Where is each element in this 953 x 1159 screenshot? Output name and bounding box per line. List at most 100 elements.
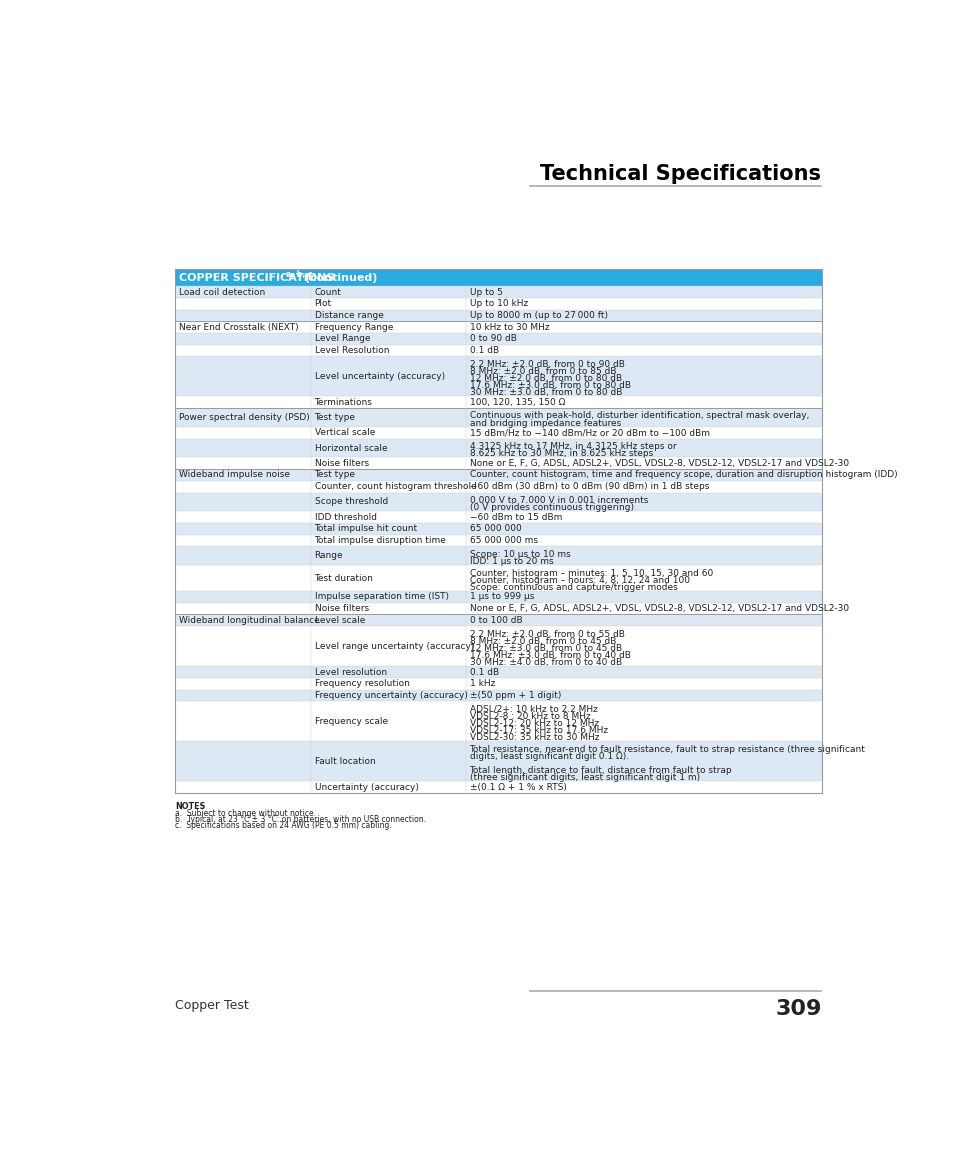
Text: 4.3125 kHz to 17 MHz, in 4.3125 kHz steps or: 4.3125 kHz to 17 MHz, in 4.3125 kHz step… [469, 442, 676, 451]
Text: Frequency resolution: Frequency resolution [314, 679, 409, 688]
Text: Uncertainty (accuracy): Uncertainty (accuracy) [314, 782, 418, 792]
Text: Scope: continuous and capture/trigger modes: Scope: continuous and capture/trigger mo… [469, 583, 677, 592]
Bar [174, 511, 821, 523]
Bar [174, 321, 821, 333]
Text: ADSL/2+: 10 kHz to 2.2 MHz: ADSL/2+: 10 kHz to 2.2 MHz [469, 705, 597, 714]
Bar [174, 427, 821, 438]
Text: a.  Subject to change without notice.: a. Subject to change without notice. [174, 809, 315, 817]
Text: Level Range: Level Range [314, 334, 370, 343]
Bar [174, 469, 821, 481]
Bar [174, 603, 821, 614]
Text: Terminations: Terminations [314, 398, 372, 407]
Text: Total length, distance to fault, distance from fault to strap: Total length, distance to fault, distanc… [469, 766, 731, 775]
Text: 1 μs to 999 μs: 1 μs to 999 μs [469, 592, 534, 602]
Bar [174, 269, 821, 286]
Text: Near End Crosstalk (NEXT): Near End Crosstalk (NEXT) [179, 322, 298, 331]
Text: Technical Specifications: Technical Specifications [539, 163, 820, 184]
Text: COPPER SPECIFICATIONS: COPPER SPECIFICATIONS [179, 272, 334, 283]
Bar [174, 344, 821, 356]
Text: (three significant digits, least significant digit 1 m): (three significant digits, least signifi… [469, 773, 699, 782]
Text: Total impulse disruption time: Total impulse disruption time [314, 537, 446, 545]
Bar [174, 458, 821, 469]
Bar [174, 591, 821, 603]
Bar [174, 408, 821, 427]
Text: Horizontal scale: Horizontal scale [314, 444, 387, 452]
Bar [174, 333, 821, 344]
Text: 17.6 MHz: ±3.0 dB, from 0 to 40 dB: 17.6 MHz: ±3.0 dB, from 0 to 40 dB [469, 651, 630, 659]
Text: ±(50 ppm + 1 digit): ±(50 ppm + 1 digit) [469, 691, 560, 700]
Text: Count: Count [314, 287, 341, 297]
Bar [174, 298, 821, 309]
Text: Wideband impulse noise: Wideband impulse noise [179, 471, 290, 480]
Bar [174, 481, 821, 493]
Text: ±(0.1 Ω + 1 % x RTS): ±(0.1 Ω + 1 % x RTS) [469, 782, 566, 792]
Text: Test type: Test type [314, 471, 355, 480]
Text: Up to 5: Up to 5 [469, 287, 502, 297]
Bar [174, 523, 821, 534]
Text: Power spectral density (PSD): Power spectral density (PSD) [179, 413, 310, 422]
Text: 8 MHz: ±2.0 dB, from 0 to 45 dB: 8 MHz: ±2.0 dB, from 0 to 45 dB [469, 636, 616, 646]
Text: (continued): (continued) [300, 272, 376, 283]
Text: 2.2 MHz: ±2.0 dB, from 0 to 90 dB: 2.2 MHz: ±2.0 dB, from 0 to 90 dB [469, 359, 624, 369]
Text: c.  Specifications based on 24 AWG (PE 0.5 mm) cabling.: c. Specifications based on 24 AWG (PE 0.… [174, 821, 392, 830]
Text: 100, 120, 135, 150 Ω: 100, 120, 135, 150 Ω [469, 398, 564, 407]
Text: 1 kHz: 1 kHz [469, 679, 495, 688]
Text: VDSL2-8 : 20 kHz to 8 MHz: VDSL2-8 : 20 kHz to 8 MHz [469, 712, 590, 721]
Bar [174, 356, 821, 396]
Text: Level resolution: Level resolution [314, 668, 386, 677]
Text: Copper Test: Copper Test [174, 999, 249, 1012]
Text: Continuous with peak-hold, disturber identification, spectral mask overlay,: Continuous with peak-hold, disturber ide… [469, 411, 808, 421]
Text: Test type: Test type [314, 413, 355, 422]
Text: Impulse separation time (IST): Impulse separation time (IST) [314, 592, 448, 602]
Bar [174, 742, 821, 781]
Text: 0.1 dB: 0.1 dB [469, 668, 498, 677]
Text: Scope: 10 μs to 10 ms: Scope: 10 μs to 10 ms [469, 549, 570, 559]
Text: 10 kHz to 30 MHz: 10 kHz to 30 MHz [469, 322, 549, 331]
Text: Level uncertainty (accuracy): Level uncertainty (accuracy) [314, 372, 444, 381]
Text: 0.1 dB: 0.1 dB [469, 347, 498, 355]
Text: Level Resolution: Level Resolution [314, 347, 389, 355]
Bar [174, 781, 821, 793]
Text: 30 MHz: ±4.0 dB, from 0 to 40 dB: 30 MHz: ±4.0 dB, from 0 to 40 dB [469, 658, 621, 666]
Text: Counter, count histogram threshold: Counter, count histogram threshold [314, 482, 476, 491]
Text: Frequency Range: Frequency Range [314, 322, 393, 331]
Text: NOTES: NOTES [174, 802, 205, 811]
Text: Counter, histogram – minutes: 1, 5, 10, 15, 30 and 60: Counter, histogram – minutes: 1, 5, 10, … [469, 569, 712, 577]
Text: 12 MHz: ±2.0 dB, from 0 to 80 dB: 12 MHz: ±2.0 dB, from 0 to 80 dB [469, 374, 621, 382]
Text: Test duration: Test duration [314, 574, 373, 583]
Text: 65 000 000: 65 000 000 [469, 524, 520, 533]
Text: and bridging impedance features: and bridging impedance features [469, 418, 620, 428]
Text: Level scale: Level scale [314, 615, 365, 625]
Bar [174, 614, 821, 626]
Bar [174, 566, 821, 591]
Text: VDSL2-30: 35 kHz to 30 MHz: VDSL2-30: 35 kHz to 30 MHz [469, 732, 598, 742]
Text: Wideband longitudinal balance: Wideband longitudinal balance [179, 615, 319, 625]
Text: Scope threshold: Scope threshold [314, 497, 387, 506]
Text: Level range uncertainty (accuracy): Level range uncertainty (accuracy) [314, 642, 474, 650]
Text: 15 dBm/Hz to −140 dBm/Hz or 20 dBm to −100 dBm: 15 dBm/Hz to −140 dBm/Hz or 20 dBm to −1… [469, 429, 709, 437]
Text: 8.625 kHz to 30 MHz, in 8.625 kHz steps: 8.625 kHz to 30 MHz, in 8.625 kHz steps [469, 449, 652, 458]
Text: 30 MHz: ±3.0 dB, from 0 to 80 dB: 30 MHz: ±3.0 dB, from 0 to 80 dB [469, 388, 621, 398]
Text: a, b, c: a, b, c [286, 270, 312, 279]
Text: 17.6 MHz: ±3.0 dB, from 0 to 80 dB: 17.6 MHz: ±3.0 dB, from 0 to 80 dB [469, 381, 630, 389]
Text: Total resistance, near-end to fault resistance, fault to strap resistance (three: Total resistance, near-end to fault resi… [469, 745, 864, 753]
Text: −60 dBm to 15 dBm: −60 dBm to 15 dBm [469, 512, 561, 522]
Bar [174, 626, 821, 666]
Text: Frequency uncertainty (accuracy): Frequency uncertainty (accuracy) [314, 691, 467, 700]
Text: (0 V provides continuous triggering): (0 V provides continuous triggering) [469, 503, 633, 512]
Bar [174, 269, 821, 793]
Text: IDD threshold: IDD threshold [314, 512, 376, 522]
Text: Counter, count histogram, time and frequency scope, duration and disruption hist: Counter, count histogram, time and frequ… [469, 471, 896, 480]
Bar [174, 396, 821, 408]
Text: Noise filters: Noise filters [314, 459, 368, 468]
Bar [174, 546, 821, 566]
Bar [174, 534, 821, 546]
Bar [174, 309, 821, 321]
Text: None or E, F, G, ADSL, ADSL2+, VDSL, VDSL2-8, VDSL2-12, VDSL2-17 and VDSL2-30: None or E, F, G, ADSL, ADSL2+, VDSL, VDS… [469, 459, 848, 468]
Text: 0 to 90 dB: 0 to 90 dB [469, 334, 516, 343]
Text: Vertical scale: Vertical scale [314, 429, 375, 437]
Bar [174, 438, 821, 458]
Text: Plot: Plot [314, 299, 332, 308]
Text: Up to 8000 m (up to 27 000 ft): Up to 8000 m (up to 27 000 ft) [469, 311, 607, 320]
Text: Range: Range [314, 552, 343, 560]
